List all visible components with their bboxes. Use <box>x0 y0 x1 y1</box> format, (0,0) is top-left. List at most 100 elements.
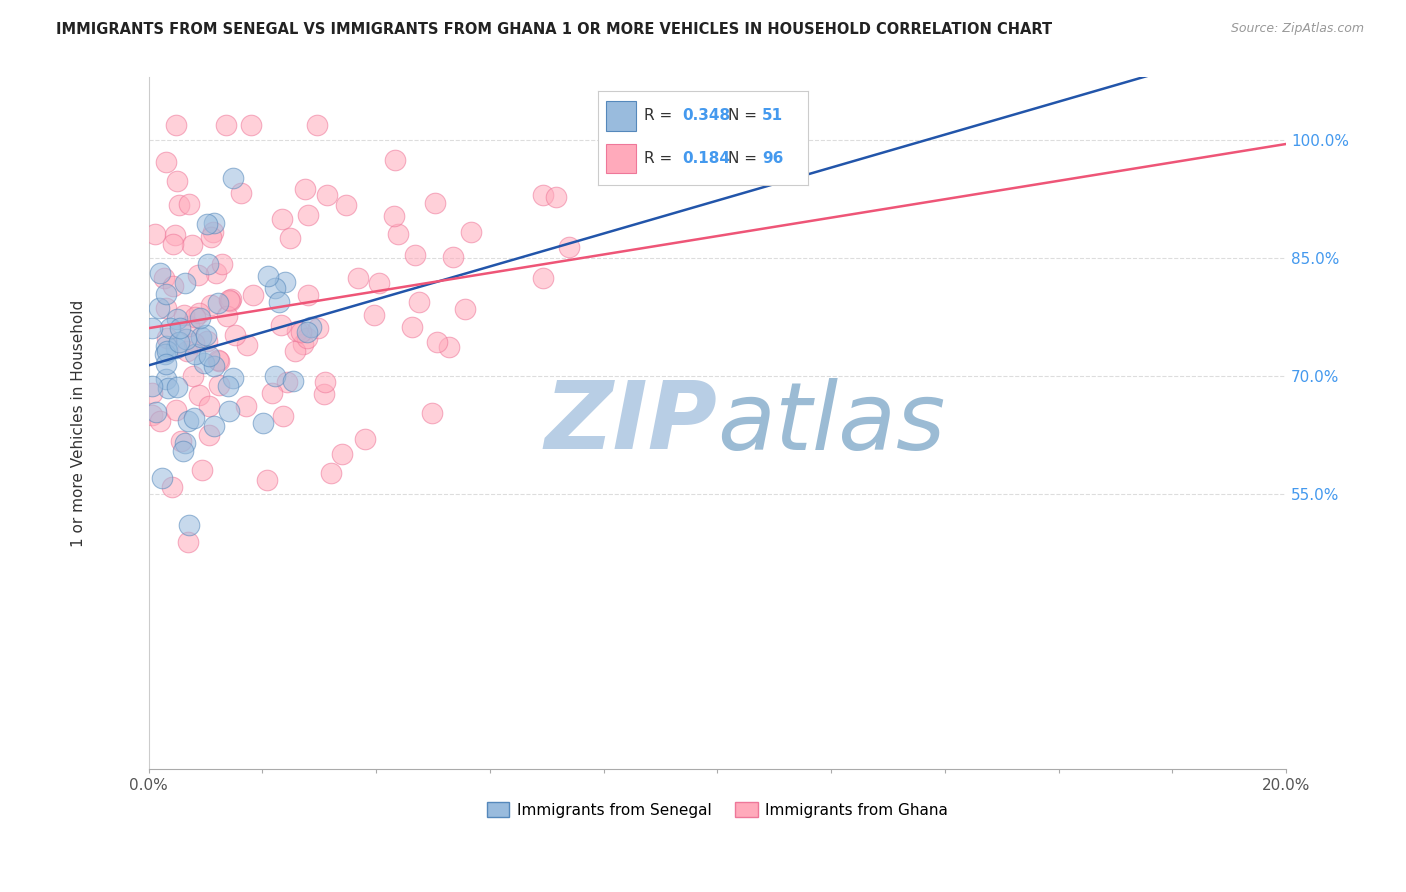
Point <box>166 380 188 394</box>
Point <box>202 419 225 434</box>
Point <box>215 118 238 132</box>
Point <box>441 250 464 264</box>
Point <box>256 473 278 487</box>
Point <box>165 403 187 417</box>
Point <box>141 408 163 422</box>
Text: Source: ZipAtlas.com: Source: ZipAtlas.com <box>1230 22 1364 36</box>
Point <box>156 381 179 395</box>
Point <box>284 343 307 358</box>
Point <box>190 329 212 343</box>
Point <box>297 208 319 222</box>
Point <box>155 286 177 301</box>
Point <box>242 288 264 302</box>
Point <box>291 337 314 351</box>
Point <box>426 334 449 349</box>
Point <box>156 343 179 358</box>
Point <box>152 270 174 285</box>
Point <box>155 301 177 315</box>
Point <box>307 321 329 335</box>
Point <box>174 276 197 290</box>
Point <box>155 339 177 353</box>
Point <box>198 400 221 414</box>
Point <box>170 434 193 449</box>
Point <box>155 372 177 386</box>
Point <box>177 197 200 211</box>
Point <box>166 341 188 355</box>
Point <box>531 187 554 202</box>
Point <box>208 378 231 392</box>
Point <box>330 447 353 461</box>
Point <box>204 359 226 373</box>
Point <box>188 310 211 325</box>
Point <box>215 309 238 323</box>
Point <box>222 171 245 186</box>
Text: IMMIGRANTS FROM SENEGAL VS IMMIGRANTS FROM GHANA 1 OR MORE VEHICLES IN HOUSEHOLD: IMMIGRANTS FROM SENEGAL VS IMMIGRANTS FR… <box>56 22 1052 37</box>
Point <box>183 336 205 351</box>
Point <box>271 409 294 423</box>
Point <box>408 295 430 310</box>
Point <box>460 225 482 239</box>
Point <box>163 227 186 242</box>
Point <box>149 266 172 280</box>
Point <box>263 368 285 383</box>
Point <box>256 268 278 283</box>
Point <box>558 240 581 254</box>
Point <box>166 311 188 326</box>
Point <box>316 188 339 202</box>
Point <box>294 182 316 196</box>
Point <box>167 197 190 211</box>
Point <box>198 350 221 364</box>
Point <box>155 357 177 371</box>
Point <box>174 332 197 346</box>
Point <box>156 331 179 345</box>
Point <box>208 354 231 368</box>
Point <box>145 405 167 419</box>
Point <box>162 480 184 494</box>
Point <box>155 155 177 169</box>
Point <box>141 321 163 335</box>
Point <box>177 414 200 428</box>
Point <box>150 471 173 485</box>
Point <box>195 328 218 343</box>
Point <box>200 230 222 244</box>
Point <box>141 379 163 393</box>
Point <box>179 318 201 333</box>
Point <box>162 278 184 293</box>
Point <box>531 270 554 285</box>
Point <box>176 343 198 358</box>
Point <box>165 118 187 132</box>
Point <box>193 356 215 370</box>
Point <box>264 281 287 295</box>
Point <box>179 518 201 533</box>
Point <box>363 308 385 322</box>
Point <box>276 375 298 389</box>
Point <box>314 375 336 389</box>
Point <box>335 198 357 212</box>
Point <box>239 118 262 132</box>
Point <box>382 209 405 223</box>
Point <box>200 298 222 312</box>
Point <box>281 375 304 389</box>
Point <box>202 216 225 230</box>
Point <box>274 275 297 289</box>
Point <box>290 326 312 340</box>
Point <box>387 227 409 242</box>
Point <box>172 444 194 458</box>
Point <box>453 301 475 316</box>
Point <box>319 467 342 481</box>
Point <box>401 319 423 334</box>
Point <box>177 534 200 549</box>
Point <box>346 271 368 285</box>
Point <box>270 211 292 226</box>
Point <box>219 293 242 308</box>
Text: ZIP: ZIP <box>544 377 717 469</box>
Point <box>149 414 172 428</box>
Point <box>299 319 322 334</box>
Point <box>195 217 218 231</box>
Point <box>297 288 319 302</box>
Point <box>184 347 207 361</box>
Point <box>166 174 188 188</box>
Point <box>295 331 318 345</box>
Point <box>262 386 284 401</box>
Point <box>423 196 446 211</box>
